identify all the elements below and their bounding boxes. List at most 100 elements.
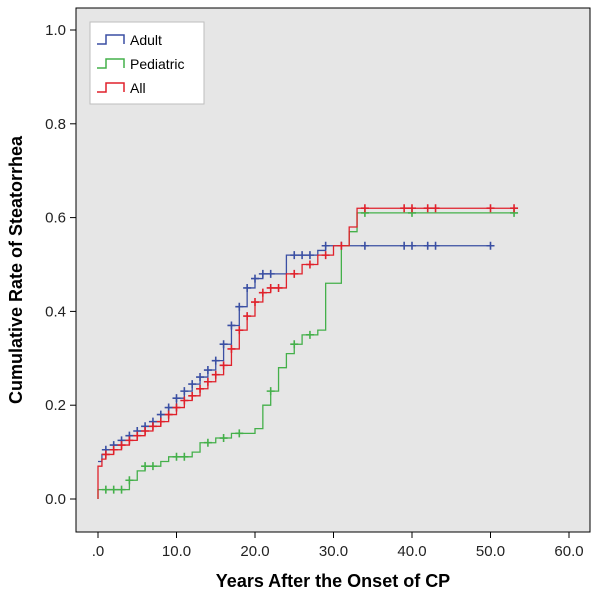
y-tick-label: 0.4 [45,303,66,320]
y-tick-label: 1.0 [45,22,66,39]
y-tick-label: 0.8 [45,116,66,133]
censor-mark [266,269,275,278]
censor-mark [203,377,212,386]
censor-mark [400,204,409,213]
legend-swatch [97,58,125,69]
censor-mark [290,251,299,260]
x-tick-label: 50.0 [476,543,505,560]
series-layer [97,204,519,499]
censor-mark [172,394,181,403]
censor-mark [305,251,314,260]
censor-mark [219,434,228,443]
censor-mark [219,340,228,349]
censor-mark [180,396,189,405]
censor-mark [235,326,244,335]
legend-swatch [97,82,125,93]
censor-mark [109,485,118,494]
censor-mark [431,204,440,213]
censor-mark [486,204,495,213]
censor-mark [211,370,220,379]
legend-label: Pediatric [130,56,184,72]
x-tick-label: 10.0 [162,543,191,560]
censor-mark [211,356,220,365]
censor-mark [125,436,134,445]
x-tick-label: 60.0 [554,543,583,560]
censor-mark [298,251,307,260]
series-line [97,207,515,499]
censor-mark [117,441,126,450]
censor-mark [290,269,299,278]
censor-mark [408,204,416,213]
censor-mark [251,274,259,283]
y-tick-label: 0.0 [45,491,66,508]
censor-mark [219,361,228,370]
censor-mark [188,391,197,400]
censor-mark [227,344,236,353]
censor-mark [101,450,110,459]
censor-mark [196,384,205,393]
x-tick-label: 40.0 [397,543,426,560]
censor-mark [360,241,369,250]
x-tick-label: .0 [92,543,105,560]
censor-mark [180,387,189,396]
censor-mark [274,283,283,292]
censor-mark [180,452,189,461]
y-tick-label: 0.2 [45,397,66,414]
censor-mark [172,452,181,461]
censor-mark [360,204,369,213]
legend-label: Adult [130,32,162,48]
series-all [97,204,519,499]
y-tick-label: 0.6 [45,210,66,227]
censor-mark [486,241,495,250]
censor-mark [203,438,212,447]
legend: Adult Pediatric All [89,21,205,105]
axes-layer: .0 10.0 20.0 30.0 40.0 50.0 60.0 0.0 0.2 0.4 0.6 0.… [45,22,583,560]
censor-mark [156,417,165,426]
censor-mark [251,298,259,307]
censor-mark [164,403,173,412]
censor-mark [337,241,346,250]
censor-mark [133,431,142,440]
censor-mark [258,269,267,278]
censor-mark [305,260,314,269]
censor-mark [141,426,150,435]
censor-mark [196,373,205,382]
censor-mark [141,462,150,471]
censor-mark [305,330,314,339]
censor-mark [188,380,197,389]
censor-mark [156,410,165,419]
censor-mark [408,241,416,250]
legend-label: All [130,80,146,96]
series-pediatric [97,208,519,499]
censor-mark [235,429,244,438]
censor-mark [400,241,409,250]
censor-mark [290,340,299,349]
censor-mark [172,403,181,412]
censor-mark [164,410,173,419]
censor-mark [423,204,432,213]
censor-mark [117,485,126,494]
censor-mark [243,283,252,292]
censor-mark [423,241,432,250]
censor-mark [321,251,330,260]
censor-mark [148,462,157,471]
x-axis-title: Years After the Onset of CP [216,571,450,591]
censor-mark [148,422,157,431]
legend-swatch [97,34,125,45]
x-tick-label: 20.0 [240,543,269,560]
censor-mark [203,366,212,375]
censor-mark [235,302,244,311]
censor-mark [227,321,236,330]
x-tick-label: 30.0 [319,543,348,560]
censor-mark [321,241,330,250]
censor-mark [510,204,519,213]
censor-mark [101,485,110,494]
censor-mark [266,283,275,292]
censor-mark [243,312,252,321]
censor-mark [258,288,267,297]
censor-mark [125,476,134,485]
censor-mark [431,241,440,250]
censor-mark [109,445,118,454]
y-axis-title: Cumulative Rate of Steatorrhea [6,135,26,404]
